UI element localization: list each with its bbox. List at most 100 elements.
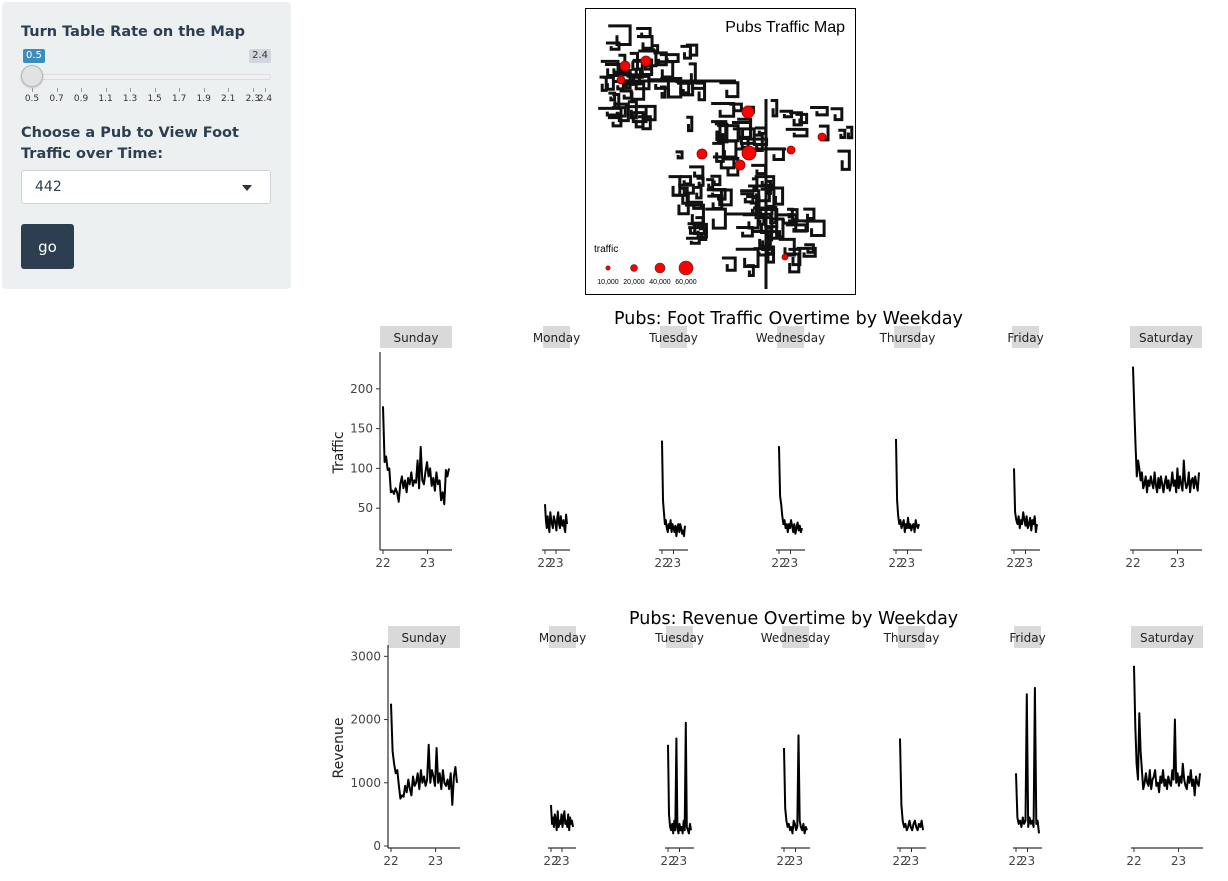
map-legend-label: 10,000 [597, 279, 619, 286]
x-tick-label: 23 [1170, 556, 1185, 570]
road-segment [767, 147, 785, 161]
road-segment [636, 34, 654, 50]
facet-strip [1131, 626, 1203, 648]
x-tick-label: 22 [660, 854, 675, 868]
slider-tick [203, 88, 205, 92]
facet-strip [380, 326, 452, 348]
slider-handle[interactable] [21, 65, 43, 87]
road-segment [795, 112, 809, 125]
series-line [778, 446, 803, 535]
x-tick-label: 22 [1126, 854, 1141, 868]
series-line [390, 703, 458, 806]
series-line [1133, 665, 1201, 797]
road-segment [837, 149, 851, 171]
x-tick-label: 23 [904, 854, 919, 868]
facet-strip [666, 626, 693, 648]
road-segment [687, 222, 697, 235]
road-segment [693, 185, 703, 200]
slider-tick [56, 88, 58, 92]
x-tick-label: 22 [1006, 556, 1021, 570]
facet-label: Wednesday [761, 631, 830, 645]
series-line [899, 738, 924, 832]
facet-label: Thursday [883, 631, 940, 645]
road-segment [696, 176, 705, 187]
road-segment [711, 102, 736, 118]
road-segment [680, 44, 692, 60]
slider-label: Turn Table Rate on the Map [21, 24, 246, 40]
slider-tick [105, 88, 107, 92]
traffic-chart-title: Pubs: Foot Traffic Overtime by Weekday [614, 309, 963, 329]
road-segment [770, 99, 779, 118]
road-segment [668, 175, 682, 197]
road-segment [788, 219, 809, 233]
map-legend-dot [630, 264, 638, 272]
facet-label: Monday [539, 631, 586, 645]
series-line [1015, 686, 1040, 834]
slider-tick-label: 2.3 [245, 94, 260, 104]
road-segment [789, 208, 799, 221]
road-segment [735, 247, 760, 268]
x-tick-label: 23 [672, 854, 687, 868]
y-axis-label: Revenue [331, 718, 347, 779]
pub-select[interactable]: 442 [21, 170, 271, 204]
road-segment [627, 100, 638, 120]
y-tick-label: 50 [358, 501, 373, 515]
slider-tick [252, 88, 254, 92]
slider-tick [179, 88, 181, 92]
x-tick-label: 22 [543, 854, 558, 868]
facet-strip [1014, 626, 1041, 648]
road-segment [804, 243, 815, 254]
facet-strip [388, 626, 460, 648]
road-segment [770, 186, 785, 206]
road-segment [629, 51, 639, 71]
slider-tick [81, 88, 83, 92]
road-segment [751, 163, 768, 176]
map-legend-label: 60,000 [675, 279, 697, 286]
map-legend-dot [678, 260, 694, 276]
road-segment [598, 106, 623, 117]
facet-label: Sunday [394, 331, 439, 345]
road-segment [619, 89, 633, 100]
x-tick-label: 23 [1020, 854, 1035, 868]
map-legend-label: 20,000 [623, 279, 645, 286]
facet-strip [898, 626, 925, 648]
road-segment [796, 246, 817, 258]
facet-strip [1130, 326, 1202, 348]
slider-tick [228, 88, 230, 92]
series-line [544, 504, 568, 534]
road-segment [675, 150, 684, 160]
road-segment [605, 41, 621, 51]
facet-label: Tuesday [648, 331, 698, 345]
road-segment [689, 165, 705, 178]
slider-track[interactable] [21, 74, 271, 80]
facet-strip [782, 626, 809, 648]
road-segment [830, 107, 844, 122]
x-tick-label: 23 [788, 854, 803, 868]
slider-tick-label: 1.5 [147, 94, 162, 104]
slider-tick [130, 88, 132, 92]
road-segment [655, 60, 675, 79]
road-segment [608, 91, 617, 102]
road-segment [695, 81, 707, 102]
table-rate-slider[interactable]: 0.5 2.4 0.5 0.7 0.9 1.1 1.3 1.5 1.7 1.9 2.1 2.3 2.… [21, 48, 272, 108]
road-segment [779, 109, 794, 119]
go-button[interactable]: go [21, 224, 74, 269]
x-tick-label: 23 [783, 556, 798, 570]
facet-strip [660, 326, 687, 348]
facet-label: Friday [1007, 331, 1043, 345]
pub-point [741, 145, 757, 161]
x-tick-label: 23 [420, 556, 435, 570]
facet-label: Friday [1009, 631, 1045, 645]
road-segment [717, 124, 740, 143]
y-tick-label: 1000 [350, 776, 381, 790]
road-segment [788, 247, 802, 267]
road-segment [706, 188, 723, 197]
slider-min-badge: 0.5 [23, 49, 45, 63]
pub-point [619, 60, 631, 72]
x-tick-label: 22 [383, 854, 398, 868]
facet-strip [543, 326, 570, 348]
map-canvas [598, 24, 854, 289]
x-tick-label: 23 [548, 556, 563, 570]
x-tick-label: 22 [888, 556, 903, 570]
